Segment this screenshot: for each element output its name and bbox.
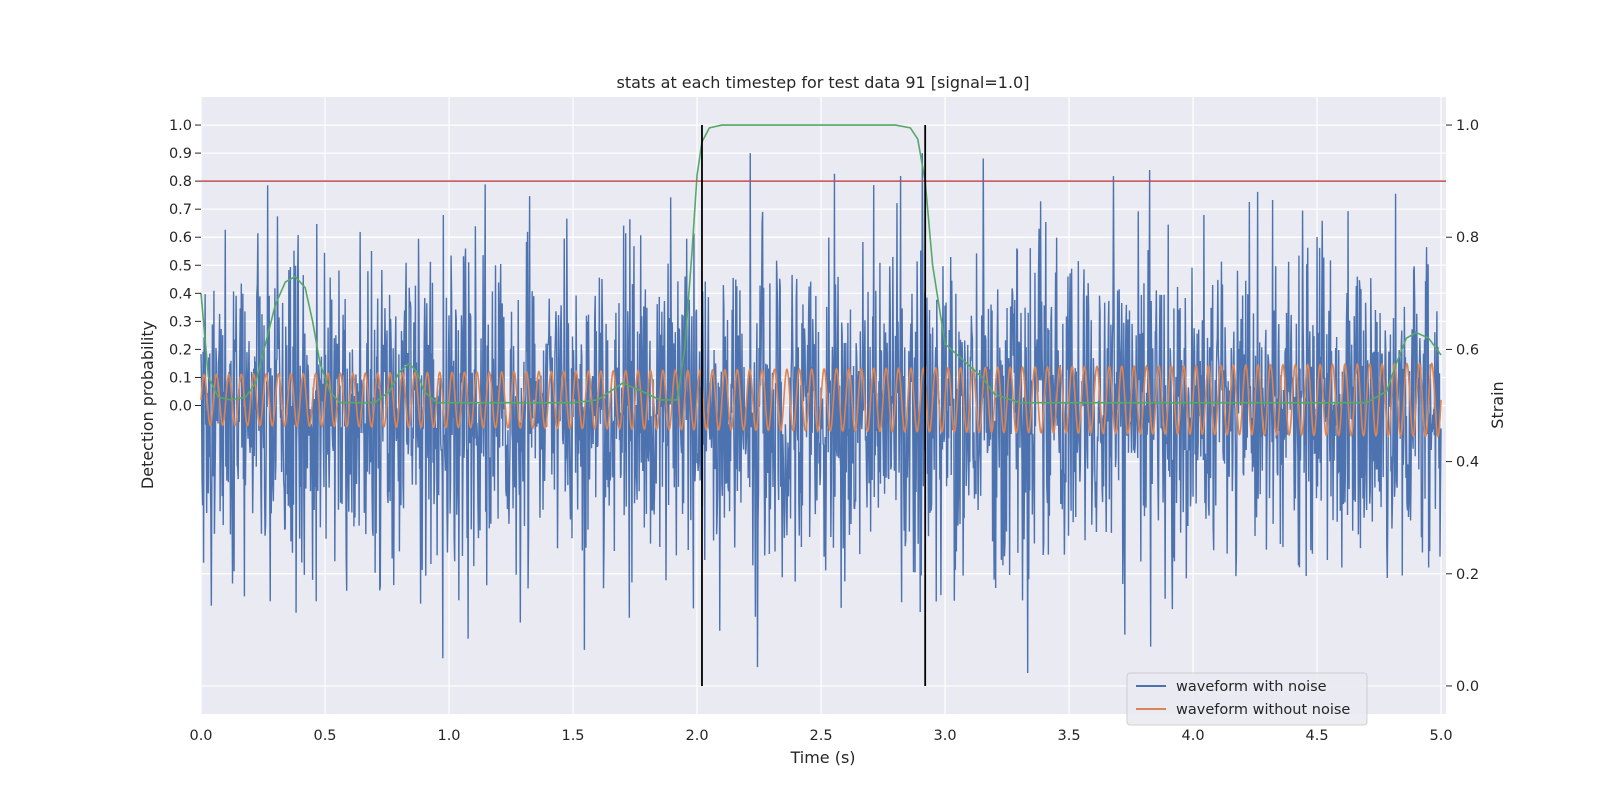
left-tick-label: 0.4 [169, 286, 192, 302]
left-tick-label: 1.0 [169, 118, 192, 134]
left-tick-label: 0.9 [169, 146, 192, 162]
legend-box [1126, 672, 1368, 726]
legend-label-clean: waveform without noise [1176, 702, 1350, 718]
event-markers [701, 125, 927, 686]
right-tick-label: 0.0 [1456, 679, 1479, 695]
chart-title: stats at each timestep for test data 91 … [617, 73, 1030, 92]
x-tick-label: 1.0 [437, 728, 460, 744]
x-tick-label: 0.0 [189, 728, 212, 744]
clean-trace [200, 362, 1442, 438]
x-tick-label: 4.5 [1306, 728, 1329, 744]
legend-label-noise: waveform with noise [1176, 679, 1327, 695]
left-axis-label: Detection probability [138, 321, 157, 489]
series-waveform-without-noise [200, 362, 1442, 438]
series-detection-probability [200, 124, 1442, 404]
right-tick-label: 0.2 [1456, 567, 1479, 583]
x-tick-label: 4.0 [1182, 728, 1205, 744]
left-tick-label: 0.0 [169, 399, 192, 415]
left-tick-label: 0.1 [169, 370, 192, 386]
x-tick-label: 5.0 [1430, 728, 1453, 744]
right-tick-label: 0.6 [1456, 342, 1479, 358]
right-axis-label: Strain [1488, 381, 1507, 428]
left-axis-ticks: 0.0 0.1 0.2 0.3 0.4 0.5 0.6 0.7 0.8 0.9 1.0 [169, 118, 201, 415]
x-axis-ticks: 0.0 0.5 1.0 1.5 2.0 2.5 3.0 3.5 4.0 4.5 5.0 [189, 728, 1452, 744]
left-tick-label: 0.2 [169, 342, 192, 358]
legend: waveform with noise waveform without noi… [1126, 672, 1368, 726]
right-axis-ticks: 0.0 0.2 0.4 0.6 0.8 1.0 [1446, 118, 1479, 695]
right-tick-label: 0.4 [1456, 455, 1479, 471]
x-tick-label: 3.5 [1057, 728, 1080, 744]
left-tick-label: 0.5 [169, 258, 192, 274]
x-tick-label: 2.0 [685, 728, 708, 744]
left-tick-label: 0.8 [169, 174, 192, 190]
probability-trace [200, 124, 1442, 404]
left-tick-label: 0.6 [169, 230, 192, 246]
x-axis-label: Time (s) [789, 748, 855, 767]
x-tick-label: 2.5 [809, 728, 832, 744]
left-tick-label: 0.7 [169, 202, 192, 218]
right-tick-label: 0.8 [1456, 230, 1479, 246]
x-tick-label: 0.5 [313, 728, 336, 744]
right-tick-label: 1.0 [1456, 118, 1479, 134]
left-tick-label: 0.3 [169, 314, 192, 330]
x-tick-label: 1.5 [561, 728, 584, 744]
x-tick-label: 3.0 [933, 728, 956, 744]
